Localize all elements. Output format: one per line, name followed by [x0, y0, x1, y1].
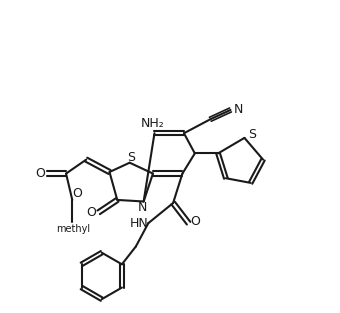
- Text: N: N: [234, 104, 243, 116]
- Text: O: O: [72, 187, 82, 200]
- Text: HN: HN: [130, 217, 148, 230]
- Text: NH₂: NH₂: [141, 117, 165, 131]
- Text: methyl: methyl: [56, 224, 90, 234]
- Text: O: O: [190, 215, 200, 228]
- Text: S: S: [127, 151, 135, 164]
- Text: O: O: [35, 167, 45, 180]
- Text: O: O: [86, 206, 96, 219]
- Text: S: S: [248, 128, 256, 141]
- Text: N: N: [137, 201, 147, 214]
